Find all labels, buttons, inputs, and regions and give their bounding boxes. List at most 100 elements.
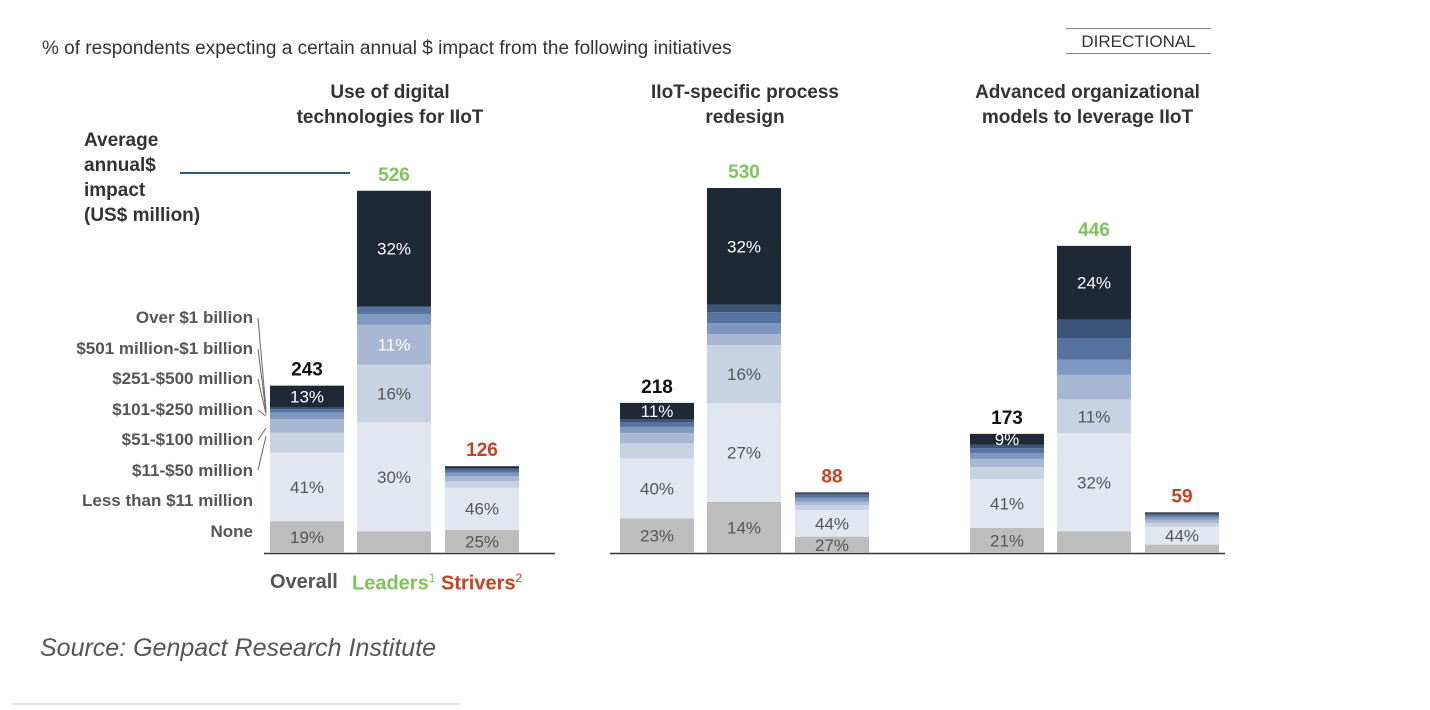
bar-segment [707,304,781,313]
source-note: Source: Genpact Research Institute [40,634,437,662]
group-title-process-redesign: IIoT-specific process redesign [620,80,870,130]
category-overall-text: Overall [270,571,338,593]
bar-segment [1057,337,1131,360]
group-title-org-models: Advanced organizational models to levera… [955,80,1220,130]
avg-label-line: (US$ million) [84,205,201,226]
avg-label-line: impact [84,180,146,201]
group-title-text: Use of digital technologies for IIoT [296,82,484,128]
bar-total-label: 218 [641,377,673,398]
legend-leader-line [257,348,267,413]
bar-segment [357,306,431,314]
bar-segment [270,521,344,553]
segment-label: 27% [815,536,849,555]
group-title-text: IIoT-specific process redesign [651,82,839,128]
segment-label: 40% [640,479,674,498]
legend-51-100m: $51-$100 million [121,430,253,449]
segment-label: 23% [640,527,674,546]
bar-segment [970,458,1044,468]
segment-label: 16% [377,385,411,404]
bar-total-label: 526 [378,165,410,186]
bar-segment [970,467,1044,480]
bar-segment [707,501,781,553]
bar-total-label: 243 [291,360,323,381]
bar-segment [1057,399,1131,434]
legend-leader-line [257,435,267,471]
legend-none: None [210,522,254,541]
avg-label-line: Average [84,130,159,151]
legend-leader-line [257,317,267,411]
segment-label: 19% [290,528,324,547]
bar-segment [445,466,519,469]
bar-segment [445,468,519,470]
bar-segment [270,407,344,410]
bar-segment [970,444,1044,449]
bar-segment [970,527,1044,553]
bar-segment [707,188,781,305]
bar-segment [1057,319,1131,338]
legend-501m-1b: $501 million-$1 billion [76,339,253,358]
bar-segment [445,469,519,473]
category-overall: Overall [270,571,338,594]
bar-segment [620,518,694,553]
footnote-2: 2 [515,571,523,585]
bar-segment [970,433,1044,445]
legend-leader-line [257,378,267,415]
category-leaders: Leaders1 [352,571,435,596]
bar-segment [795,497,869,502]
bar-segment [270,452,344,522]
legend-leader-line [257,409,267,417]
bar-segment [270,409,344,413]
bar-segment [1145,513,1219,515]
bar-segment [445,476,519,481]
bar-segment [357,531,431,553]
bar-segment [620,443,694,459]
segment-label: 14% [727,518,761,537]
bar-segment [970,452,1044,459]
legend-less-than-11m: Less than $11 million [81,491,253,510]
bar-total-label: 88 [821,466,842,487]
legend-11-50m: $11-$50 million [132,461,253,480]
bar-segment [620,402,694,420]
segment-label: 44% [1165,527,1199,546]
bar-segment [357,313,431,325]
bar-segment [970,479,1044,528]
bar-segment [1145,519,1219,523]
segment-label: 32% [1077,473,1111,492]
group-title-text: Advanced organizational models to levera… [975,82,1200,128]
legend-251-500m: $251-$500 million [112,369,253,388]
bar-segment [270,412,344,420]
bar-total-label: 126 [466,440,498,461]
bar-segment [620,426,694,433]
segment-label: 11% [641,402,674,421]
segment-label: 16% [727,365,761,384]
bar-segment [795,492,869,494]
avg-label-line: annual$ [84,155,156,176]
segment-label: 41% [990,495,1024,514]
bar-total-label: 173 [991,408,1023,429]
segment-label: 41% [290,478,324,497]
category-strivers-text: Strivers [441,572,516,595]
bar-segment [707,323,781,334]
bar-segment [270,419,344,433]
bar-segment [795,494,869,498]
bar-total-label: 59 [1171,486,1192,507]
legend-leader-line [257,427,267,441]
group-title-digital-tech: Use of digital technologies for IIoT [270,80,510,130]
bar-segment [1145,544,1219,553]
bar-segment [970,448,1044,453]
segment-label: 32% [727,237,761,256]
segment-label: 21% [990,531,1024,550]
bar-segment [357,422,431,532]
category-strivers: Strivers2 [441,571,522,596]
bar-segment [270,385,344,408]
bar-segment [795,505,869,510]
bar-segment [1145,514,1219,517]
bar-segment [707,403,781,502]
bottom-divider [12,703,460,705]
segment-label: 27% [727,444,761,463]
bar-total-label: 446 [1078,220,1110,241]
segment-label: 44% [815,514,849,533]
bar-total-label: 530 [728,162,760,183]
bar-segment [1057,531,1131,553]
bar-segment [445,472,519,477]
